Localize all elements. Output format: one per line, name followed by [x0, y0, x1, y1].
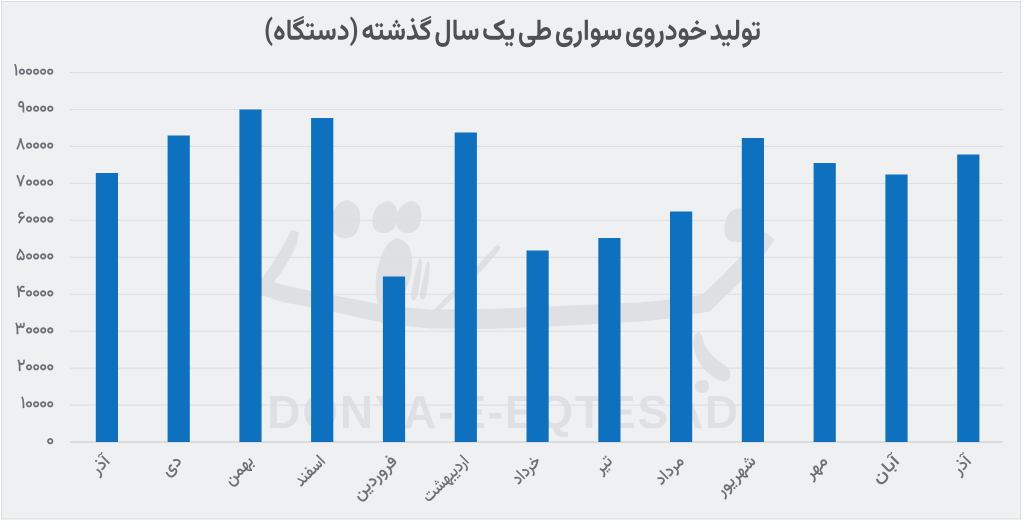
svg-text:DONYA-E-EQTESAD: DONYA-E-EQTESAD [267, 386, 740, 438]
